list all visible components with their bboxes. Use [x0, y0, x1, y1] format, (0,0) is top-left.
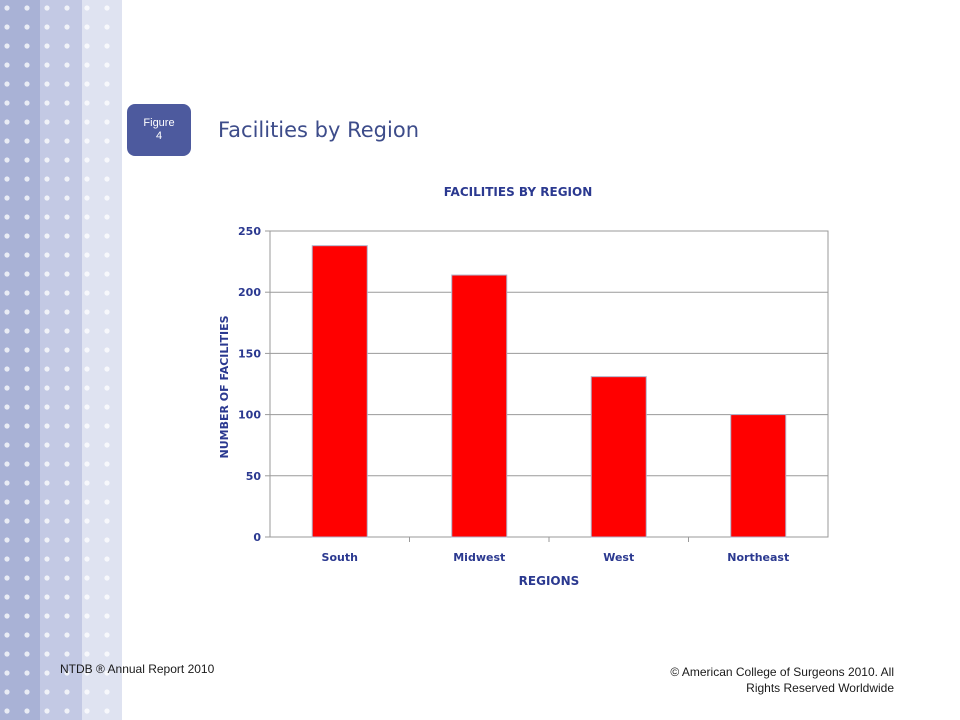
bar-west — [590, 376, 647, 538]
x-tick-label: Midwest — [453, 551, 505, 564]
figure-label: Figure — [143, 117, 175, 129]
y-tick-label: 0 — [253, 531, 261, 544]
x-tick-label: Northeast — [727, 551, 789, 564]
y-tick-label: 200 — [238, 286, 261, 299]
bar-midwest — [451, 274, 508, 538]
bar-south — [311, 245, 368, 538]
y-tick-label: 100 — [238, 409, 261, 422]
figure-badge: Figure 4 — [127, 104, 191, 156]
x-axis-label: REGIONS — [519, 574, 580, 588]
footer-report-name: NTDB ® Annual Report 2010 — [60, 662, 215, 676]
footer-copyright: © American College of Surgeons 2010. All… — [634, 664, 894, 696]
y-tick-label: 50 — [246, 470, 262, 483]
x-tick-label: West — [603, 551, 634, 564]
y-tick-label: 150 — [238, 347, 261, 360]
figure-number: 4 — [155, 130, 163, 142]
decorative-side-band — [0, 0, 122, 720]
bar-northeast — [730, 414, 787, 538]
bar-chart: FACILITIES BY REGION NUMBER OF FACILITIE… — [218, 185, 829, 588]
chart-title: FACILITIES BY REGION — [444, 185, 593, 199]
x-tick-label: South — [322, 551, 358, 564]
dot-pattern — [4, 5, 110, 714]
copyright-line-2: Rights Reserved Worldwide — [746, 681, 894, 695]
copyright-line-1: © American College of Surgeons 2010. All — [670, 665, 894, 679]
chart-area: FACILITIES BY REGION NUMBER OF FACILITIE… — [200, 175, 850, 595]
page-title: Facilities by Region — [218, 118, 419, 142]
y-axis-label: NUMBER OF FACILITIES — [218, 315, 231, 458]
y-tick-label: 250 — [238, 225, 261, 238]
